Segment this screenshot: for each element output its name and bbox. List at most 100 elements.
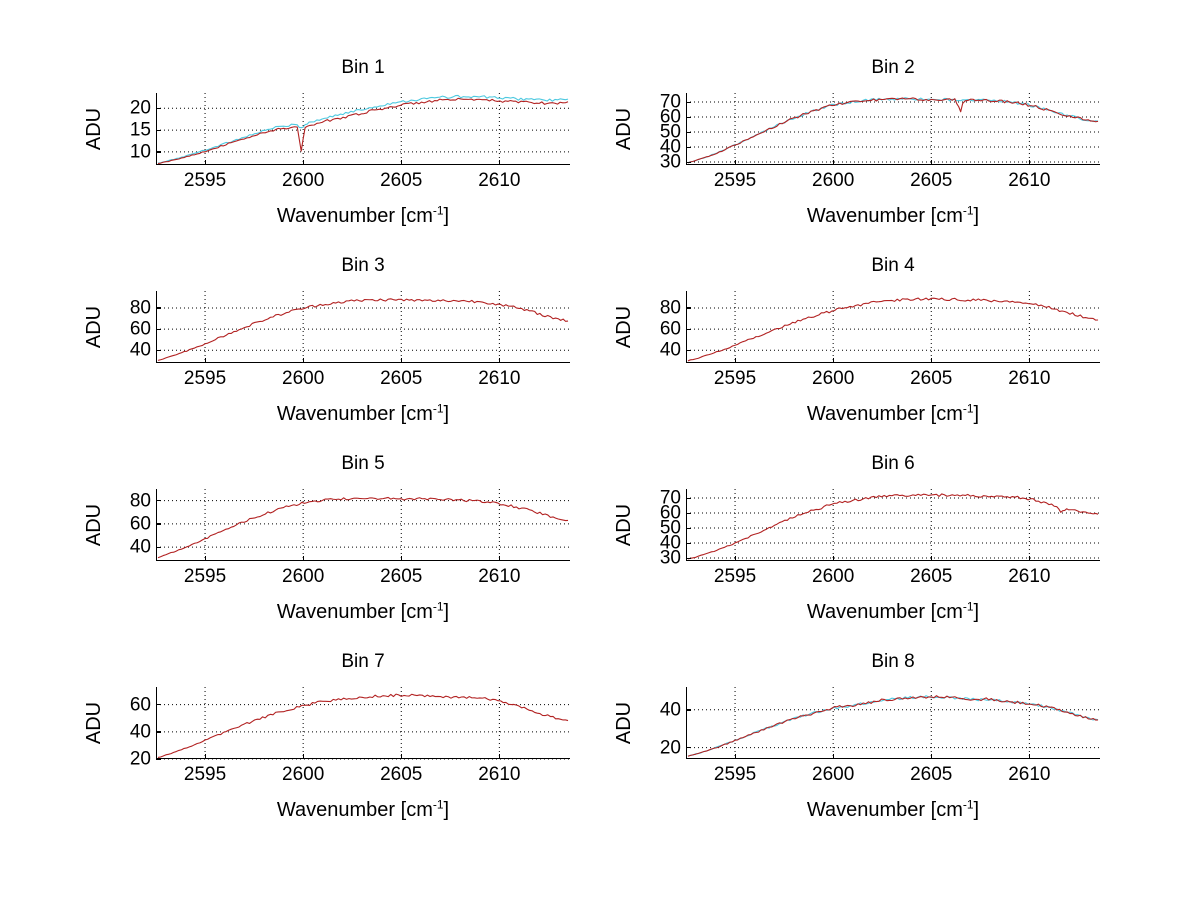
x-axis-label: Wavenumber [cm-1] — [276, 797, 450, 821]
axes-area: 30 40 50 60 70 2595 2600 2605 2610 — [660, 93, 1100, 190]
axes-frame — [156, 489, 570, 561]
x-tick-label: 2610 — [478, 368, 521, 389]
series-line — [687, 493, 1099, 560]
data-traces — [157, 94, 569, 165]
y-tickmark — [686, 146, 691, 148]
x-tick-label: 2605 — [910, 566, 953, 587]
series-line — [687, 97, 1099, 164]
x-tick-label: 2600 — [282, 764, 325, 785]
series-line — [687, 695, 1099, 757]
x-tick-label: 2610 — [478, 170, 521, 191]
x-tick-label: 2595 — [713, 170, 757, 191]
x-tick-label: 2600 — [282, 368, 325, 389]
y-tickmark — [156, 523, 161, 525]
x-tickmark — [832, 556, 834, 561]
y-tickmark — [686, 101, 691, 103]
y-tick-label: 40 — [659, 339, 681, 361]
x-tick-label: 2595 — [713, 764, 757, 785]
x-tickmark — [1028, 358, 1031, 363]
x-tick-label: 2595 — [183, 170, 227, 191]
axes-frame — [156, 93, 570, 165]
x-tickmark — [734, 358, 736, 363]
gridlines — [156, 291, 570, 363]
x-tick-label: 2600 — [282, 566, 325, 587]
data-traces — [157, 496, 569, 559]
axes-frame — [686, 687, 1100, 759]
x-tickmark — [930, 754, 933, 759]
x-tickmark — [930, 556, 933, 561]
y-tick-label: 80 — [659, 297, 681, 319]
data-traces — [157, 693, 569, 758]
y-tickmark — [686, 542, 691, 544]
axes-area: 10 15 20 2595 2600 2605 2610 — [130, 93, 570, 190]
data-traces — [687, 297, 1099, 362]
panel-title: Bin 8 — [871, 651, 915, 672]
y-tickmark — [686, 349, 691, 352]
y-tick-label: 40 — [659, 699, 681, 721]
x-tick-label: 2605 — [910, 368, 953, 389]
x-tickmark — [400, 358, 403, 363]
gridlines — [686, 489, 1100, 561]
y-tickmark — [156, 349, 161, 352]
x-axis-label: Wavenumber [cm-1] — [806, 599, 980, 623]
axes-frame — [156, 687, 570, 759]
x-tick-label: 2600 — [282, 170, 325, 191]
x-tickmark — [1028, 556, 1031, 561]
y-tickmark — [686, 116, 691, 118]
y-tickmark — [686, 131, 691, 133]
y-tick-label: 40 — [129, 721, 151, 743]
axes-frame — [686, 291, 1100, 363]
x-axis-label: Wavenumber [cm-1] — [276, 203, 450, 227]
x-tickmark — [832, 160, 834, 165]
y-tick-label: 40 — [129, 536, 151, 558]
y-tickmark — [686, 328, 691, 330]
y-tick-label: 30 — [659, 151, 681, 173]
y-tick-label: 80 — [129, 297, 151, 319]
panel-title: Bin 4 — [871, 255, 915, 276]
data-traces — [687, 97, 1099, 164]
axes-area: 40 60 80 2595 2600 2605 2610 — [130, 489, 570, 586]
panel-title: Bin 6 — [871, 453, 915, 474]
x-tick-label: 2595 — [183, 764, 227, 785]
x-tickmark — [930, 160, 933, 165]
gridlines — [686, 291, 1100, 363]
y-tick-label: 80 — [129, 490, 151, 512]
y-tick-label: 20 — [659, 737, 681, 759]
y-tickmark — [156, 500, 161, 502]
y-tickmark — [686, 527, 691, 529]
series-line — [687, 297, 1099, 362]
y-tick-label: 70 — [659, 91, 681, 113]
panel-title: Bin 3 — [341, 255, 385, 276]
x-tickmark — [734, 556, 736, 561]
x-tickmark — [302, 358, 304, 363]
y-tick-label: 20 — [129, 748, 151, 770]
x-tickmark — [1028, 160, 1031, 165]
x-tick-label: 2605 — [380, 170, 423, 191]
y-tickmark — [686, 161, 691, 163]
gridlines — [686, 687, 1100, 759]
y-tickmark — [686, 747, 691, 749]
axes-frame — [686, 93, 1100, 165]
x-tick-label: 2610 — [1008, 368, 1051, 389]
data-traces — [687, 695, 1099, 757]
y-tick-label: 60 — [659, 502, 681, 524]
y-tickmark — [156, 731, 161, 733]
x-axis-label: Wavenumber [cm-1] — [806, 203, 980, 227]
y-tickmark — [156, 758, 161, 760]
axes-frame — [686, 489, 1100, 561]
y-tick-label: 60 — [129, 513, 151, 535]
x-tickmark — [302, 160, 304, 165]
y-tickmark — [686, 709, 691, 711]
y-tick-label: 50 — [659, 121, 681, 143]
x-tickmark — [1028, 754, 1031, 759]
y-tickmark — [156, 107, 161, 110]
y-tickmark — [686, 497, 691, 499]
data-traces — [687, 493, 1099, 560]
series-line — [157, 97, 569, 165]
x-tickmark — [302, 556, 304, 561]
